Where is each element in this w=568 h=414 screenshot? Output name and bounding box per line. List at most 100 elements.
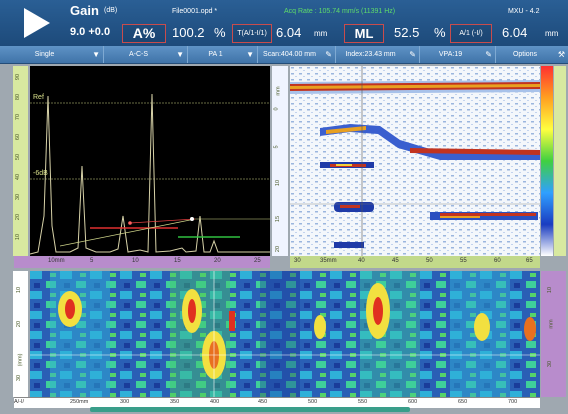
probe-select[interactable]: PA 1 ▼	[188, 46, 258, 63]
ruler-tick: 60	[494, 258, 501, 264]
ruler-tick: 10	[132, 258, 139, 264]
ruler-tick: 25	[254, 258, 261, 264]
ruler-tick: 400	[210, 399, 220, 405]
ascan-depth-ruler: 10mm 5 10 15 20 25	[14, 256, 270, 268]
ruler-tick: 80	[15, 93, 22, 101]
gain-label: Gain	[70, 3, 99, 18]
t-value: 6.04	[276, 25, 302, 40]
ascan-view[interactable]: Ref -6dB	[30, 66, 270, 256]
gain-unit: (dB)	[104, 7, 118, 14]
ruler-tick: 30	[294, 258, 301, 264]
bscan-view[interactable]	[290, 66, 540, 256]
ruler-tick: 350	[170, 399, 180, 405]
chevron-down-icon: ▼	[246, 50, 254, 59]
cscan-scroll-bar[interactable]	[90, 407, 410, 412]
ruler-tick: 250mm	[70, 399, 89, 405]
ruler-tick: 65	[526, 258, 533, 264]
chevron-down-icon: ▼	[176, 50, 184, 59]
cscan-index-ruler: (mm) 10 20 30	[13, 271, 28, 397]
ref-label: Ref	[33, 94, 44, 101]
cursor-line-red	[129, 218, 196, 224]
layout-select[interactable]: A-C-S ▼	[104, 46, 188, 63]
pencil-icon: ✎	[409, 50, 416, 59]
ruler-tick: 650	[458, 399, 468, 405]
scan-position-field[interactable]: Scan:404.00 mm ✎	[258, 46, 336, 63]
acq-rate: Acq Rate : 105.74 mm/s (11391 Hz)	[284, 8, 396, 15]
layout-select-label: A-C-S	[128, 51, 149, 58]
top-header: Gain (dB) File0001.opd * Acq Rate : 105.…	[0, 0, 568, 47]
ruler-unit: (mm)	[17, 353, 24, 367]
options-button[interactable]: Options ⚒	[496, 46, 568, 63]
wrench-icon: ⚒	[557, 50, 565, 59]
ruler-tick: 15	[174, 258, 181, 264]
t-label-field[interactable]: T(A/1-I/1)	[232, 24, 272, 43]
options-label: Options	[512, 51, 538, 58]
ruler-tick: 10	[15, 233, 22, 241]
ruler-tick: 30	[547, 360, 554, 368]
toolbar: Single ▼ A-C-S ▼ PA 1 ▼ Scan:404.00 mm ✎…	[0, 46, 568, 64]
ruler-tick: 90	[15, 73, 22, 81]
ruler-unit: mm	[275, 86, 282, 96]
ruler-tick: 70	[15, 113, 22, 121]
ruler-tick: 0	[273, 107, 280, 111]
ruler-tick: 10mm	[48, 258, 65, 264]
index-position-label: Index:23.43 mm	[345, 51, 396, 58]
bscan-amplitude-ruler	[554, 66, 566, 256]
ascan-amplitude-ruler: 90 80 70 60 50 40 30 20 10	[13, 66, 28, 256]
ruler-tick: 20	[16, 320, 23, 328]
ruler-tick: 550	[358, 399, 368, 405]
file-name: File0001.opd *	[172, 8, 218, 15]
cursor-line	[59, 218, 196, 247]
cscan-view[interactable]	[30, 271, 540, 397]
ruler-tick: 55	[460, 258, 467, 264]
scan-position-label: Scan:404.00 mm	[263, 51, 316, 58]
gain-value[interactable]: 9.0 +0.0	[70, 26, 111, 38]
ruler-tick: 50	[426, 258, 433, 264]
db-label: -6dB	[33, 170, 48, 177]
ruler-tick: 45	[392, 258, 399, 264]
ruler-tick: 15	[275, 215, 282, 223]
a1-unit: mm	[545, 29, 559, 38]
a1-value: 6.04	[502, 25, 528, 40]
ruler-tick: 60	[15, 133, 22, 141]
ruler-unit: mm	[548, 319, 555, 329]
cscan-scan-ruler: A/-I/ 250mm 300 350 400 450 500 550 600 …	[14, 397, 540, 408]
ruler-tick: 450	[258, 399, 268, 405]
ruler-tick: 20	[15, 213, 22, 221]
cscan-right-ruler: 10 mm 30	[541, 271, 566, 397]
mode-select[interactable]: Single ▼	[0, 46, 104, 63]
ml-field[interactable]: ML	[344, 24, 384, 43]
mxu-version: MXU - 4.2	[508, 8, 540, 15]
ruler-tick: 40	[15, 173, 22, 181]
ruler-tick: 5	[90, 258, 94, 264]
ruler-tick: 20	[275, 245, 282, 253]
cursor-point-white	[190, 217, 194, 221]
bscan-color-palette[interactable]	[541, 66, 553, 256]
corner-label: A/-I/	[14, 399, 25, 405]
index-position-field[interactable]: Index:23.43 mm ✎	[336, 46, 420, 63]
a1-label-field[interactable]: A/1 (-I/)	[450, 24, 492, 43]
cursor-point-red	[128, 221, 132, 225]
ruler-tick: 50	[15, 153, 22, 161]
cscan-image	[30, 271, 540, 397]
ascan-plot	[30, 93, 270, 255]
a-percent-value: 100.2	[172, 25, 205, 40]
ruler-tick: 10	[16, 286, 23, 294]
bscan-image	[290, 66, 540, 256]
play-icon[interactable]	[4, 4, 64, 42]
ruler-tick: 40	[358, 258, 365, 264]
ml-value: 52.5	[394, 25, 420, 40]
a-percent-field[interactable]: A%	[122, 24, 166, 43]
a-percent-sign: %	[214, 25, 226, 40]
pencil-icon: ✎	[325, 50, 332, 59]
ruler-tick: 5	[273, 145, 280, 149]
vpa-field[interactable]: VPA:19 ✎	[420, 46, 496, 63]
ruler-tick: 35mm	[320, 258, 337, 264]
ruler-tick: 300	[120, 399, 130, 405]
ruler-tick: 10	[547, 286, 554, 294]
ruler-tick: 600	[408, 399, 418, 405]
ruler-tick: 20	[214, 258, 221, 264]
chevron-down-icon: ▼	[92, 50, 100, 59]
bscan-depth-ruler: mm 0 5 10 15 20	[272, 66, 288, 256]
ruler-tick: 700	[508, 399, 518, 405]
